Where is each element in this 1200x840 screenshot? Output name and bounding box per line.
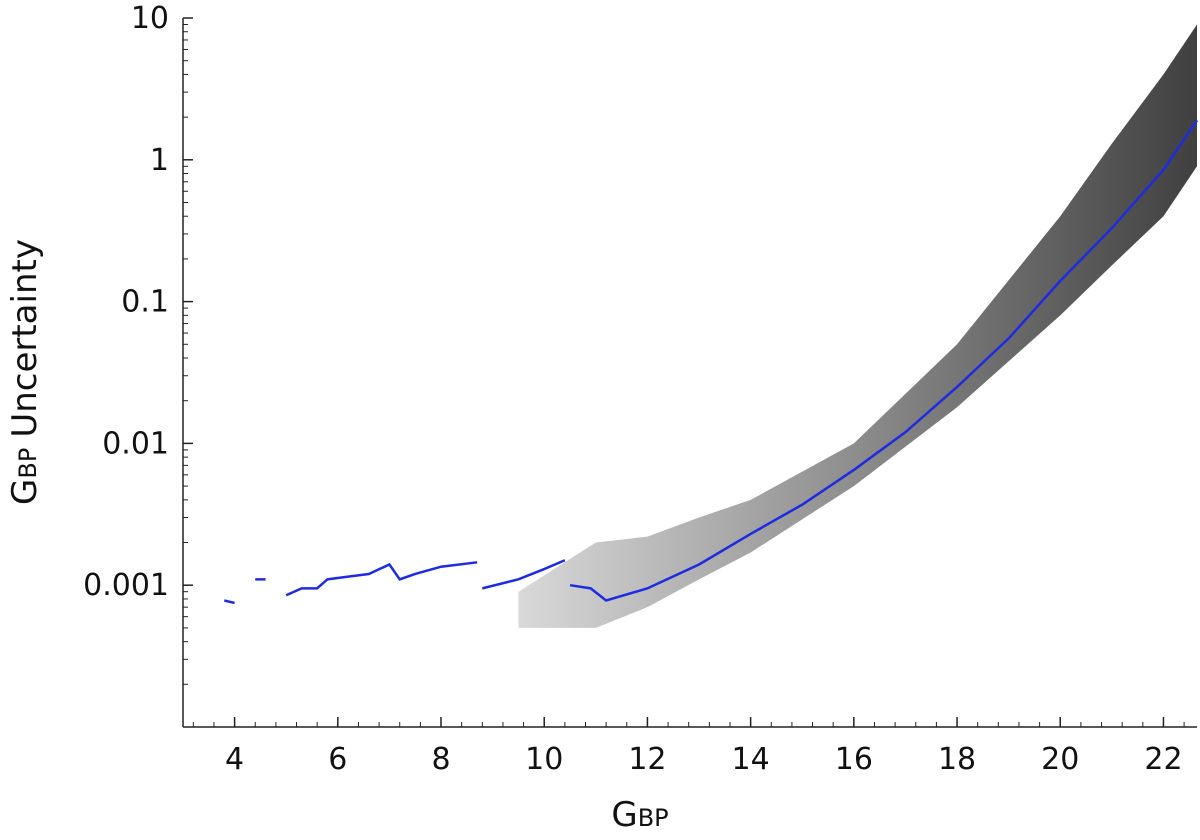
x-tick-label: 10 <box>525 742 563 777</box>
x-label-main: G <box>611 795 637 835</box>
x-tick-label: 16 <box>835 742 873 777</box>
x-tick-label: 6 <box>328 742 347 777</box>
x-tick-label: 4 <box>225 742 244 777</box>
y-tick-label: 0.1 <box>121 285 169 320</box>
x-axis-label: GBP <box>611 795 668 835</box>
y-label-main: G <box>5 479 45 505</box>
x-tick-label: 22 <box>1144 742 1182 777</box>
y-axis-label: GBP Uncertainty <box>5 239 45 505</box>
y-tick-label: 1 <box>150 143 169 178</box>
x-tick-label: 20 <box>1041 742 1079 777</box>
y-tick-label: 0.001 <box>83 568 169 603</box>
y-tick-label: 0.01 <box>102 426 169 461</box>
x-label-sub: BP <box>638 804 669 832</box>
y-label-sub: BP <box>14 448 42 479</box>
line-series <box>223 119 1199 605</box>
x-tick-label: 12 <box>628 742 666 777</box>
x-tick-label: 14 <box>732 742 770 777</box>
y-tick-label: 10 <box>131 1 169 36</box>
x-tick-label: 18 <box>938 742 976 777</box>
y-label-rest: Uncertainty <box>5 239 45 438</box>
density-band <box>518 24 1197 628</box>
x-tick-label: 8 <box>431 742 450 777</box>
